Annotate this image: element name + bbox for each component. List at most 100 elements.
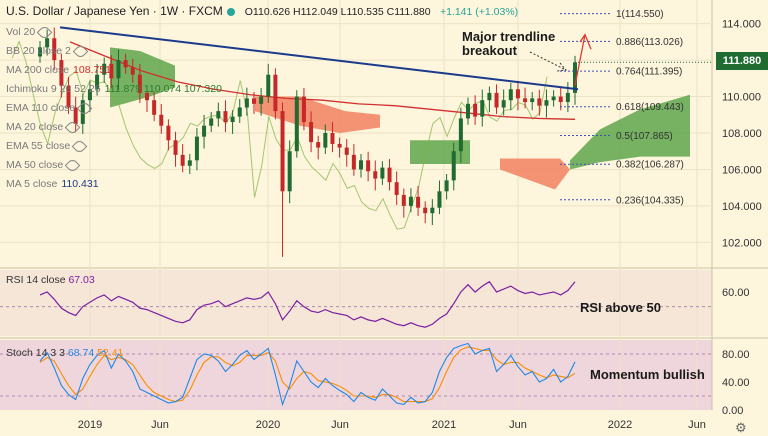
candle-body bbox=[344, 147, 349, 155]
candle-body bbox=[444, 180, 449, 192]
fib-level-label: 0.886(113.026) bbox=[616, 37, 683, 48]
symbol-title: U.S. Dollar / Japanese Yen · 1W · FXCM bbox=[6, 4, 223, 18]
legend-item-label: Vol 20 bbox=[6, 26, 36, 38]
candle-body bbox=[87, 89, 92, 101]
candle-body bbox=[558, 96, 563, 103]
legend-item-label: MA 200 close bbox=[6, 64, 70, 76]
candle-body bbox=[309, 122, 314, 143]
visibility-eye-icon[interactable] bbox=[64, 157, 81, 173]
candle-body bbox=[159, 114, 164, 126]
time-tick-label: 2022 bbox=[608, 419, 632, 431]
candle-body bbox=[515, 89, 520, 99]
legend-item[interactable]: MA 20 close bbox=[6, 119, 81, 135]
legend-item[interactable]: EMA 55 close bbox=[6, 138, 88, 154]
stoch-tick-label: 0.00 bbox=[722, 405, 743, 417]
candle-body bbox=[530, 98, 535, 103]
legend-item-label: EMA 110 close bbox=[6, 102, 76, 114]
rsi-legend-value: 67.03 bbox=[68, 274, 94, 286]
legend-item[interactable]: Ichimoku 9 26 52 26 111.879 110.074 107.3… bbox=[6, 83, 222, 95]
candle-body bbox=[351, 154, 356, 170]
time-tick-label: 2021 bbox=[432, 419, 456, 431]
candle-body bbox=[544, 100, 549, 106]
candle-body bbox=[323, 133, 328, 148]
candle-body bbox=[330, 133, 335, 144]
candle-body bbox=[209, 118, 214, 126]
visibility-eye-icon[interactable] bbox=[64, 119, 81, 135]
candle-body bbox=[266, 74, 271, 97]
rsi-annotation: RSI above 50 bbox=[580, 300, 661, 315]
candle-body bbox=[537, 98, 542, 106]
candle-body bbox=[80, 100, 85, 124]
candle-body bbox=[423, 207, 428, 214]
candle-body bbox=[416, 196, 421, 208]
visibility-eye-icon[interactable] bbox=[36, 24, 53, 40]
price-tick-label: 106.000 bbox=[722, 164, 762, 176]
candle-body bbox=[501, 100, 506, 108]
ichimoku-cloud-bearish bbox=[255, 96, 380, 133]
legend-item[interactable]: MA 200 close 108.751 bbox=[6, 64, 111, 76]
time-tick-label: 2019 bbox=[78, 419, 102, 431]
rsi-legend-label: RSI 14 close 67.03 bbox=[6, 274, 95, 286]
candles-group bbox=[38, 27, 577, 226]
stoch-annotation: Momentum bullish bbox=[590, 367, 705, 382]
candle-body bbox=[430, 207, 435, 214]
candle-body bbox=[123, 60, 128, 68]
candle-body bbox=[259, 96, 264, 104]
candle-body bbox=[59, 60, 64, 86]
candle-body bbox=[273, 74, 278, 112]
fib-level-label: 1(114.550) bbox=[616, 9, 664, 20]
candle-body bbox=[202, 125, 207, 137]
candle-body bbox=[145, 92, 149, 101]
candle-body bbox=[373, 171, 378, 179]
legend-item[interactable]: MA 5 close 110.431 bbox=[6, 178, 99, 190]
candle-body bbox=[437, 191, 442, 208]
legend-item-value: 108.751 bbox=[73, 64, 112, 76]
market-status-dot bbox=[226, 7, 235, 16]
candle-body bbox=[194, 136, 199, 161]
price-tick-label: 104.000 bbox=[722, 201, 762, 213]
ichimoku-cloud-bullish bbox=[570, 94, 690, 170]
time-tick-label: Jun bbox=[151, 419, 169, 431]
rsi-line bbox=[39, 280, 576, 328]
visibility-eye-icon[interactable] bbox=[72, 43, 89, 59]
candle-body bbox=[152, 100, 157, 115]
legend-item-label: EMA 55 close bbox=[6, 140, 71, 152]
legend-item-label: MA 20 close bbox=[6, 121, 64, 133]
candle-body bbox=[380, 167, 385, 179]
candle-body bbox=[565, 92, 570, 103]
candle-body bbox=[137, 74, 142, 93]
legend-item[interactable]: BB 20 close 2 bbox=[6, 43, 89, 59]
stoch-tick-label: 80.00 bbox=[722, 349, 750, 361]
time-tick-label: Jun bbox=[509, 419, 527, 431]
candle-body bbox=[508, 89, 513, 101]
candle-body bbox=[451, 151, 456, 181]
candle-body bbox=[466, 103, 470, 119]
stoch-d-value: 52.41 bbox=[97, 347, 123, 359]
candle-body bbox=[66, 85, 71, 108]
candle-body bbox=[252, 98, 256, 104]
legend-item-label: MA 50 close bbox=[6, 159, 64, 171]
legend-item[interactable]: EMA 110 close bbox=[6, 100, 93, 116]
rsi-panel-background bbox=[0, 270, 712, 336]
candle-body bbox=[494, 92, 499, 108]
major-trendline bbox=[59, 26, 579, 91]
candle-body bbox=[473, 103, 478, 117]
candle-body bbox=[187, 160, 192, 166]
candle-body bbox=[280, 111, 285, 192]
legend-item[interactable]: Vol 20 bbox=[6, 24, 53, 40]
legend-item[interactable]: MA 50 close bbox=[6, 157, 81, 173]
stoch-k-value: 68.74 bbox=[68, 347, 97, 359]
visibility-eye-icon[interactable] bbox=[71, 138, 88, 154]
candle-body bbox=[244, 98, 249, 108]
candle-body bbox=[337, 143, 342, 148]
candle-body bbox=[180, 154, 185, 166]
settings-gear-icon[interactable]: ⚙ bbox=[735, 420, 747, 435]
price-tick-label: 102.000 bbox=[722, 237, 762, 249]
candle-body bbox=[287, 151, 292, 192]
visibility-eye-icon[interactable] bbox=[76, 100, 93, 116]
stoch-legend-label: Stoch 14 3 3 68.74 52.41 bbox=[6, 347, 124, 359]
candle-body bbox=[316, 142, 321, 148]
fib-level-label: 0.236(104.335) bbox=[616, 195, 684, 206]
